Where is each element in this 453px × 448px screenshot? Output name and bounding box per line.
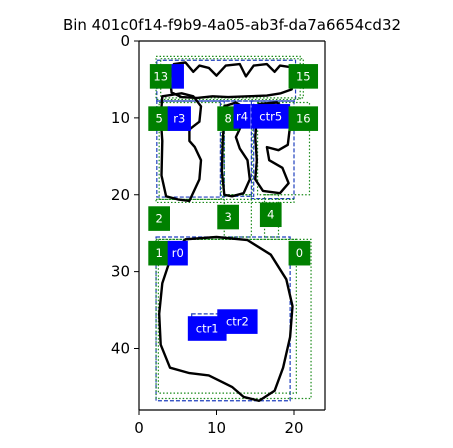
box-ctr3 (156, 100, 225, 198)
label-3: 3 (217, 204, 239, 230)
x-tick-label-10: 10 (207, 419, 226, 437)
shape-left-letter (159, 92, 203, 203)
label-4-text: 4 (267, 208, 274, 222)
label-1-bg (148, 240, 170, 266)
label-13-bg (149, 64, 172, 89)
label-ctr2: ctr2 (217, 309, 258, 334)
label-4: 4 (259, 202, 282, 228)
box-2 (155, 198, 295, 204)
label-3-text: 3 (224, 210, 231, 224)
label-ctr4: r4 (233, 104, 251, 129)
label-ctr1-text: ctr1 (196, 322, 219, 336)
label-ctr3-text: r3 (173, 112, 185, 126)
label-ctr-top (171, 64, 184, 89)
label-2-bg (148, 206, 170, 231)
label-ctr0-bg (167, 240, 188, 266)
label-ctr-top-bg (171, 64, 184, 89)
label-2-text: 2 (155, 212, 162, 226)
label-ctr4-text: r4 (236, 109, 248, 123)
chart-title: Bin 401c0f14-f9b9-4a05-ab3f-da7a6654cd32 (63, 16, 401, 34)
label-ctr0-text: r0 (172, 246, 184, 260)
label-16-bg (288, 106, 319, 131)
label-ctr3: r3 (167, 106, 191, 131)
label-ctr5: ctr5 (251, 104, 291, 129)
label-13-text: 13 (153, 69, 168, 83)
label-ctr4-bg (233, 104, 251, 129)
y-tick-label-30: 30 (111, 263, 130, 281)
label-16-text: 16 (296, 112, 311, 126)
label-4-bg (259, 202, 282, 228)
box-ctr5 (250, 100, 295, 200)
y-tick-label-10: 10 (111, 109, 130, 127)
x-tick-label-20: 20 (284, 419, 303, 437)
label-1: 1 (148, 240, 170, 266)
x-tick-label-0: 0 (134, 419, 144, 437)
label-5-bg (148, 106, 170, 131)
label-ctr2-text: ctr2 (226, 315, 249, 329)
label-ctr3-bg (167, 106, 191, 131)
box-16 (256, 101, 311, 196)
label-16: 16 (288, 106, 319, 131)
label-15-bg (288, 64, 319, 89)
label-ctr5-bg (251, 104, 291, 129)
label-0-bg (288, 240, 311, 266)
label-8-text: 8 (224, 112, 231, 126)
y-tick-label-40: 40 (111, 340, 130, 358)
label-ctr5-text: ctr5 (259, 109, 282, 123)
label-0-text: 0 (296, 246, 303, 260)
shape-bottom-blob (158, 235, 294, 402)
label-2: 2 (148, 206, 170, 231)
label-15: 15 (288, 64, 319, 89)
label-0: 0 (288, 240, 311, 266)
label-13: 13 (149, 64, 172, 89)
label-ctr0: r0 (167, 240, 188, 266)
label-1-text: 1 (155, 246, 162, 260)
shape-top-squiggle (168, 61, 296, 100)
y-tick-label-20: 20 (111, 186, 130, 204)
label-8-bg (217, 106, 239, 131)
label-5-text: 5 (155, 112, 162, 126)
y-tick-label-0: 0 (120, 32, 130, 50)
label-15-text: 15 (296, 69, 311, 83)
label-5: 5 (148, 106, 170, 131)
label-8: 8 (217, 106, 239, 131)
label-ctr2-bg (217, 309, 258, 334)
box-1 (157, 238, 297, 394)
plot-area: 13 15 5 r3 8 r4 ctr5 16 2 3 4 1 r0 0 ctr1 ctr2 (148, 55, 319, 402)
label-3-bg (217, 204, 239, 230)
box-ctr4 (219, 100, 255, 197)
